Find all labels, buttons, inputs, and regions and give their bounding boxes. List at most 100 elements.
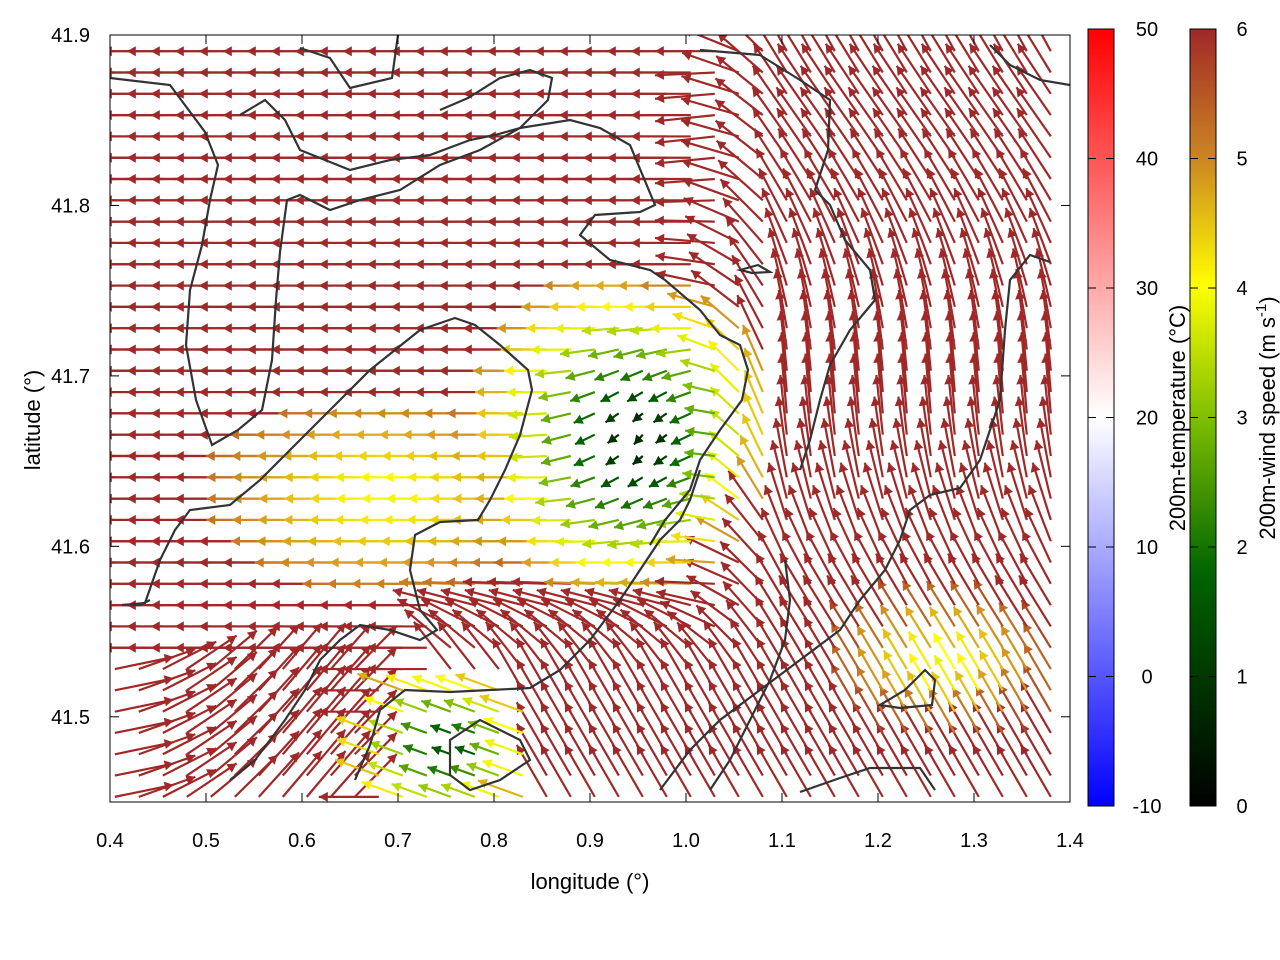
contour-line [299, 35, 400, 90]
wind-vector-head [226, 720, 237, 730]
wind-vector-head [486, 152, 496, 163]
wind-vector-head [742, 414, 752, 425]
wind-vector-head [421, 699, 432, 709]
wind-vector [801, 289, 812, 350]
wind-vector-head [582, 67, 592, 78]
wind-vector-head [352, 408, 362, 419]
wind-vector [844, 248, 860, 308]
wind-vector [512, 589, 572, 607]
wind-vector [843, 440, 860, 499]
wind-vector-head [1006, 462, 1017, 473]
wind-vector-head [612, 659, 622, 670]
y-axis: 41.541.641.741.841.9 [51, 25, 1070, 729]
wind-vector-head [534, 237, 544, 248]
wind-vector-head [1022, 0, 1031, 9]
wind-vector-head [756, 21, 765, 31]
wind-vector-head [944, 65, 954, 76]
wind-vector-head [695, 516, 706, 526]
wind-speed-label-sup: -1 [1253, 304, 1270, 317]
wind-vector-head [462, 46, 472, 57]
wind-vector-head [832, 508, 842, 519]
wind-vector-head [198, 344, 208, 355]
wind-vector-head [416, 587, 427, 598]
wind-vector-head [953, 606, 963, 617]
wind-vector-head [367, 761, 378, 771]
wind-vector-head [185, 647, 196, 657]
wind-vector-head [992, 87, 1002, 98]
wind-vector-head [305, 429, 315, 440]
wind-vector-head [425, 429, 435, 440]
wind-vector-head [477, 778, 488, 789]
wind-vector-head [383, 514, 393, 525]
wind-vector [871, 65, 908, 116]
wind-vector-head [390, 152, 400, 163]
wind-vector-head [390, 365, 400, 376]
wind-vector-head [336, 737, 347, 747]
wind-vector [588, 598, 644, 628]
wind-vector-head [656, 589, 667, 599]
wind-vector [984, 227, 1004, 286]
wind-vector-head [606, 46, 616, 57]
wind-vector-head [376, 408, 386, 419]
wind-vector-head [126, 365, 136, 376]
wind-vector [1017, 289, 1028, 350]
wind-vector-head [1027, 485, 1037, 496]
wind-vector [1040, 35, 1052, 52]
wind-vector [995, 374, 1004, 435]
wind-vector [967, 268, 980, 329]
wind-vector-head [534, 216, 544, 227]
wind-vector-head [185, 711, 196, 721]
wind-vector-head [849, 43, 859, 54]
wind-vector-head [510, 174, 520, 184]
wind-vector-head [79, 515, 88, 525]
wind-vector-head [1020, 21, 1029, 31]
wind-vector-head [814, 462, 825, 473]
wind-vector [923, 310, 932, 371]
wind-speed-label-main: 200m-wind speed (m s [1255, 317, 1280, 540]
wind-vector-head [558, 259, 568, 270]
wind-vector [823, 86, 860, 138]
wind-vector-head [992, 65, 1002, 76]
wind-vector-head [55, 558, 64, 568]
wind-vector-head [206, 747, 217, 757]
wind-vector-head [526, 323, 536, 334]
wind-vector [779, 310, 788, 371]
x-axis: 0.4 0.5 0.6 0.7 0.8 0.9 1.0 1.1 1.2 1.3 1.4 [96, 35, 1084, 852]
wind-vector-head [55, 68, 64, 78]
wind-vector [853, 684, 884, 734]
wind-vector [1028, 484, 1052, 542]
wind-vector-head [366, 664, 376, 675]
wind-vector-head [126, 174, 136, 184]
wind-vector-head [1036, 418, 1047, 429]
wind-vector-head [924, 21, 933, 31]
wind-vector-head [645, 301, 655, 312]
wind-vector [870, 418, 884, 478]
wind-vector-head [174, 131, 184, 142]
wind-vector [873, 396, 884, 457]
wind-vector-head [222, 174, 232, 184]
wind-vector-head [318, 46, 328, 57]
wind-vector-head [386, 754, 397, 764]
wind-vector-head [421, 598, 432, 608]
wind-vector-head [776, 65, 786, 76]
wind-vector-head [654, 69, 665, 80]
wind-vector-head [226, 742, 237, 752]
wind-vector-head [443, 698, 454, 709]
wind-vector-head [790, 462, 801, 473]
wind-vector [762, 35, 788, 74]
wind-vector [803, 553, 836, 606]
wind-vector-head [425, 557, 434, 568]
wind-vector [972, 353, 980, 414]
wind-vector-head [55, 643, 64, 653]
wind-vector-head [632, 587, 643, 598]
wind-vector [851, 310, 860, 371]
wind-vector [715, 139, 764, 180]
wind-vector-head [720, 541, 731, 552]
wind-vector [878, 167, 908, 223]
wind-vector [847, 65, 884, 116]
wind-vector [1041, 289, 1052, 350]
wind-vector-head [222, 110, 232, 121]
wind-vector-head [639, 280, 649, 291]
wind-vector-head [655, 157, 665, 168]
wind-vector [779, 374, 788, 435]
